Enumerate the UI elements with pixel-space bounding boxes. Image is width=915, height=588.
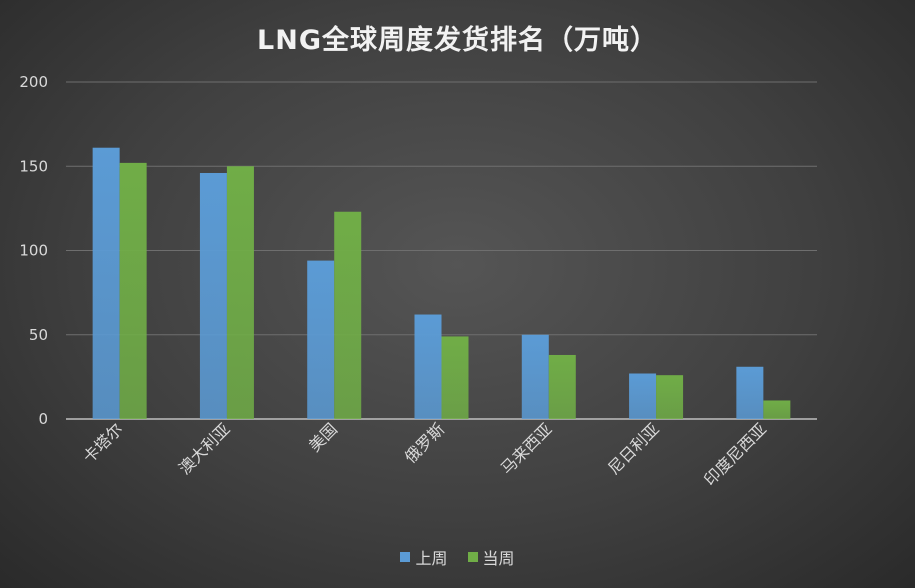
legend-item[interactable]: 当周 [467, 545, 515, 569]
legend-label: 当周 [482, 549, 515, 568]
bar-current-week [334, 211, 362, 419]
y-tick-label: 200 [19, 73, 48, 91]
bar-current-week [763, 400, 791, 419]
bar-prev-week [92, 147, 120, 419]
chart-legend: 上周 当周 [0, 545, 915, 569]
legend-item[interactable]: 上周 [400, 545, 448, 569]
bar-current-week [548, 354, 576, 419]
x-category-label: 马来西亚 [497, 419, 556, 478]
bar-current-week [656, 375, 684, 419]
bar-prev-week [307, 260, 335, 419]
bar-current-week [119, 162, 147, 419]
x-category-label: 尼日利亚 [604, 419, 663, 478]
bar-current-week [226, 166, 254, 419]
legend-swatch [467, 552, 478, 562]
bar-prev-week [199, 172, 227, 419]
y-tick-label: 150 [19, 157, 48, 175]
chart-title: LNG全球周度发货排名（万吨） [257, 25, 658, 56]
bar-current-week [441, 336, 469, 419]
x-category-label: 卡塔尔 [79, 419, 126, 466]
x-category-label: 印度尼西亚 [700, 419, 770, 489]
y-tick-label: 50 [29, 326, 48, 344]
bar-prev-week [629, 373, 657, 419]
bar-prev-week [414, 314, 442, 419]
bar-prev-week [521, 334, 549, 419]
legend-swatch [400, 552, 411, 562]
y-tick-label: 0 [38, 410, 48, 428]
x-category-label: 俄罗斯 [401, 419, 448, 466]
y-tick-label: 100 [19, 242, 48, 260]
x-category-label: 美国 [305, 419, 341, 455]
legend-label: 上周 [415, 549, 448, 568]
x-category-label: 澳大利亚 [175, 419, 234, 478]
bar-prev-week [736, 366, 764, 419]
